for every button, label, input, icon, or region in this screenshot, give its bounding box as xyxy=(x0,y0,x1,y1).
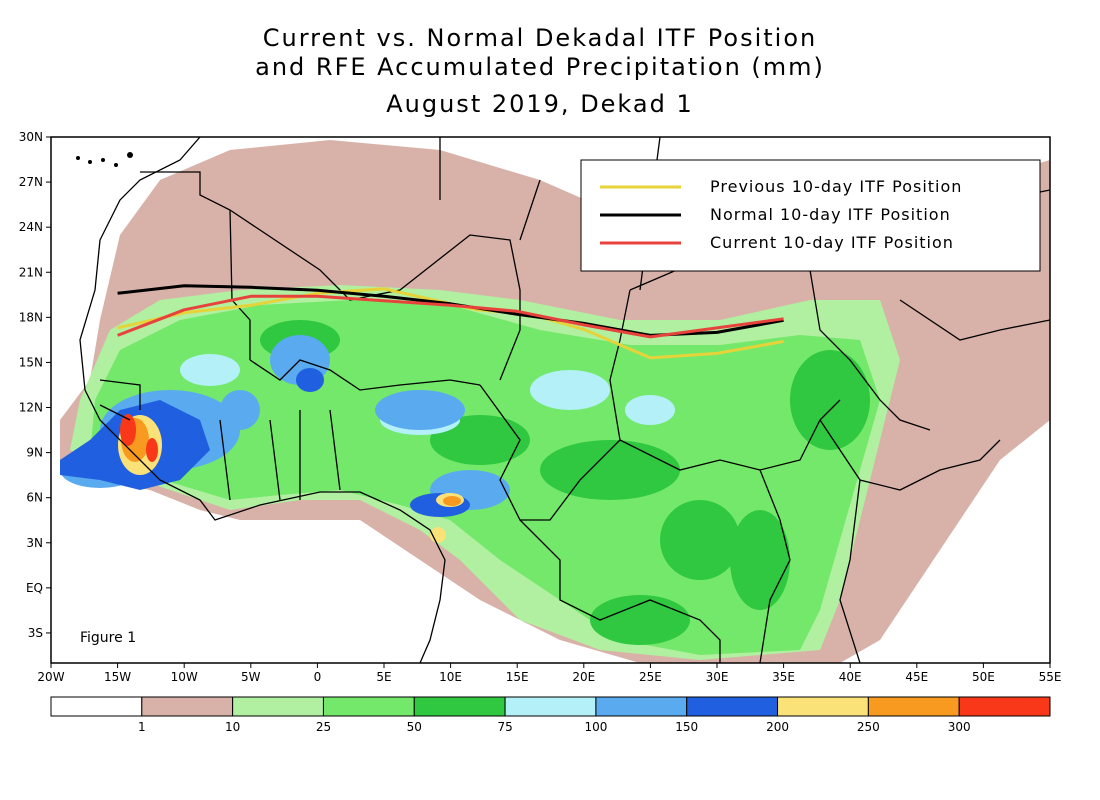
legend-label-normal: Normal 10-day ITF Position xyxy=(710,205,951,224)
x-tick-label: 0 xyxy=(314,670,322,684)
precip-over-300mm xyxy=(120,414,158,462)
x-tick-label: 25E xyxy=(639,670,662,684)
colorbar-swatch xyxy=(504,696,597,717)
colorbar-swatch xyxy=(141,696,234,717)
x-tick-label: 35E xyxy=(772,670,795,684)
colorbar-label: 300 xyxy=(948,720,971,734)
legend-label-previous: Previous 10-day ITF Position xyxy=(710,177,962,196)
colorbar-swatch xyxy=(777,696,869,717)
colorbar-swatch xyxy=(867,696,960,717)
y-tick-label: 24N xyxy=(19,220,43,234)
colorbar-label: 25 xyxy=(316,720,331,734)
y-tick-label: 30N xyxy=(19,130,43,144)
y-tick-label: 15N xyxy=(19,355,43,369)
plot-frame xyxy=(50,136,1051,664)
x-tick-label: 10W xyxy=(171,670,198,684)
colorbar-label: 100 xyxy=(584,720,607,734)
x-tick-label: 30E xyxy=(706,670,729,684)
x-tick-label: 55E xyxy=(1039,670,1062,684)
colorbar-label: 75 xyxy=(497,720,512,734)
colorbar-label: 150 xyxy=(675,720,698,734)
colorbar-swatch xyxy=(232,696,324,717)
x-tick-label: 5E xyxy=(376,670,391,684)
y-tick-label: 12N xyxy=(19,401,43,415)
y-tick-label: 27N xyxy=(19,175,43,189)
y-tick-label: 18N xyxy=(19,310,43,324)
colorbar-swatch xyxy=(958,696,1051,717)
itf-line-current xyxy=(117,294,784,339)
y-axis: 30N 27N 24N 21N 18N 15N 12N 9N 6N 3N EQ 3S xyxy=(19,130,51,640)
colorbar-swatch xyxy=(686,696,779,717)
canary-islands xyxy=(76,152,133,167)
colorbar-swatch xyxy=(322,696,415,717)
map-title-line2: and RFE Accumulated Precipitation (mm) xyxy=(255,53,825,81)
colorbar-swatch xyxy=(50,696,143,717)
itf-lines xyxy=(117,284,784,360)
x-tick-label: 40E xyxy=(839,670,862,684)
x-tick-label: 45E xyxy=(905,670,928,684)
colorbar-label: 200 xyxy=(766,720,789,734)
x-tick-label: 15W xyxy=(104,670,131,684)
colorbar: 1 10 25 50 75 100 150 200 250 300 xyxy=(50,696,1051,734)
y-tick-label: 21N xyxy=(19,265,43,279)
x-axis: 20W 15W 10W 5W 0 5E 10E 15E 20E 25E 30E 35E 40E 45E 50… xyxy=(37,663,1061,684)
x-tick-label: 15E xyxy=(506,670,529,684)
y-tick-label: 3S xyxy=(28,626,43,640)
colorbar-label: 250 xyxy=(857,720,880,734)
x-tick-label: 20E xyxy=(572,670,595,684)
legend-label-current: Current 10-day ITF Position xyxy=(710,233,954,252)
colorbar-swatch xyxy=(413,696,506,717)
colorbar-label: 50 xyxy=(407,720,422,734)
y-tick-label: 9N xyxy=(26,446,43,460)
colorbar-label: 10 xyxy=(225,720,240,734)
map-title-line1: Current vs. Normal Dekadal ITF Position xyxy=(262,24,818,52)
colorbar-swatch xyxy=(595,696,688,717)
colorbar-label: 1 xyxy=(138,720,146,734)
x-tick-label: 5W xyxy=(241,670,261,684)
itf-legend: Previous 10-day ITF Position Normal 10-d… xyxy=(580,159,1041,272)
y-tick-label: EQ xyxy=(26,581,43,595)
y-tick-label: 6N xyxy=(26,491,43,505)
y-tick-label: 3N xyxy=(26,536,43,550)
x-tick-label: 10E xyxy=(439,670,462,684)
x-tick-label: 50E xyxy=(972,670,995,684)
figure-label: Figure 1 xyxy=(80,630,136,646)
x-tick-label: 20W xyxy=(37,670,64,684)
map-title-line3: August 2019, Dekad 1 xyxy=(386,90,694,118)
